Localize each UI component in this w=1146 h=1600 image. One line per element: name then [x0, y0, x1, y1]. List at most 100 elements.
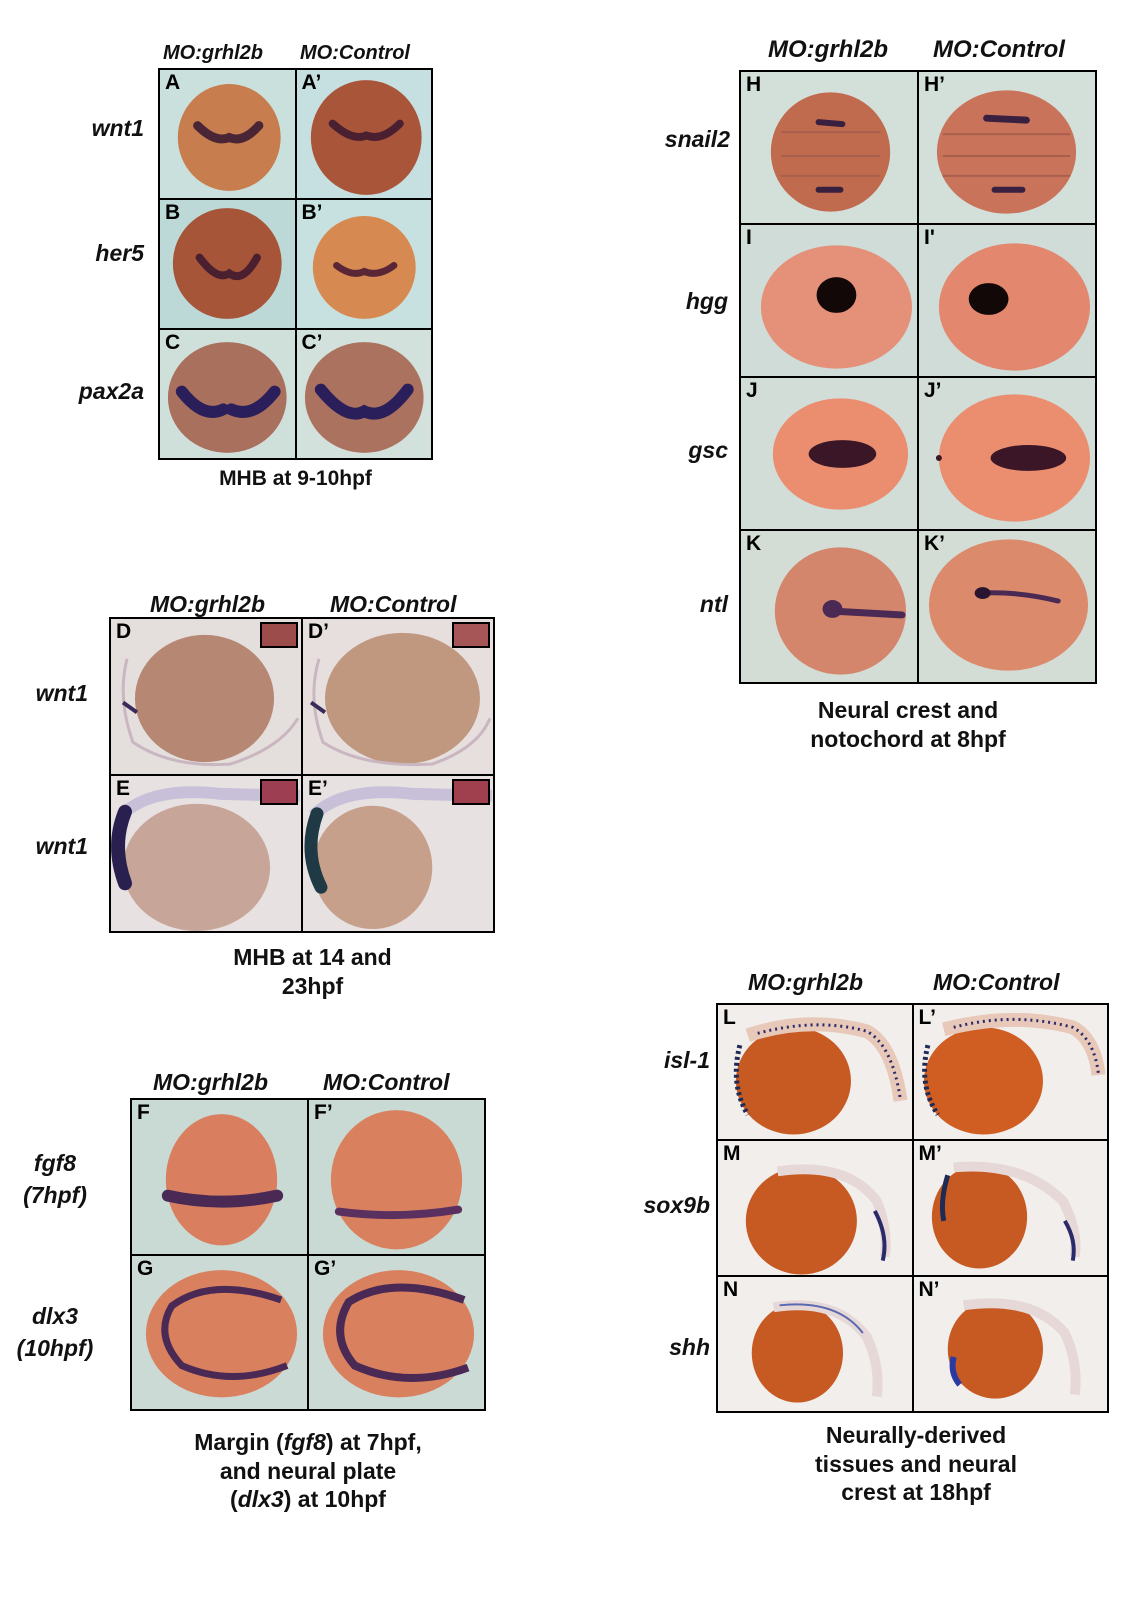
- image-panel-n-prime: N’: [913, 1277, 1107, 1411]
- panel-label-e-prime: E’: [308, 777, 328, 800]
- image-panel-b-prime: B’: [296, 200, 431, 328]
- embryo-image-i: [760, 245, 913, 369]
- header-d-control: MO:Control: [330, 591, 457, 617]
- panel-label-l: L: [723, 1006, 736, 1029]
- image-panel-l: L: [718, 1005, 912, 1139]
- image-panel-a-prime: A’: [296, 70, 431, 198]
- image-panel-g-prime: G’: [309, 1255, 484, 1409]
- panel-label-l-prime: L’: [918, 1006, 937, 1029]
- caption-panel-d: MHB at 14 and 23hpf: [233, 944, 392, 999]
- gene-label-7hpf: (7hpf): [23, 1182, 87, 1208]
- panel-label-d: D: [116, 620, 132, 643]
- panel-label-k: K: [746, 532, 762, 555]
- embryo-image-c-prime: [304, 342, 424, 453]
- caption-f-part2: ) at 7hpf, and neural plate (: [219, 1429, 422, 1513]
- embryo-image-f: [161, 1114, 284, 1246]
- panel-label-g-prime: G’: [314, 1256, 337, 1280]
- embryo-image-f-prime: [330, 1110, 463, 1250]
- embryo-image-n-prime: [947, 1298, 1081, 1399]
- image-panel-j-prime: J’: [919, 378, 1095, 529]
- gene-label-hgg: hgg: [685, 288, 728, 314]
- gene-label-snail2: snail2: [664, 126, 730, 152]
- panel-label-m-prime: M’: [918, 1142, 942, 1165]
- image-panel-l-prime: L’: [913, 1005, 1107, 1139]
- panel-label-h: H: [746, 73, 762, 96]
- gene-label-10hpf: (10hpf): [16, 1335, 94, 1361]
- image-panel-n: N: [718, 1277, 912, 1411]
- caption-panel-h: Neural crest and notochord at 8hpf: [810, 697, 1006, 752]
- panel-label-c: C: [165, 331, 181, 354]
- panel-label-a: A: [165, 71, 181, 94]
- panel-label-f: F: [137, 1101, 150, 1124]
- panel-grid-f: F F’ G G’: [130, 1098, 486, 1411]
- header-h-control: MO:Control: [933, 36, 1065, 63]
- panel-label-h-prime: H’: [924, 73, 945, 96]
- embryo-image-a-prime: [310, 80, 422, 195]
- image-panel-j: J: [741, 378, 917, 529]
- gene-label-wnt1-d: wnt1: [35, 680, 88, 706]
- embryo-image-i-prime: [938, 243, 1091, 371]
- panel-label-f-prime: F’: [314, 1101, 333, 1124]
- inset-e: [260, 779, 298, 805]
- embryo-image-h-prime: [936, 90, 1077, 214]
- panel-label-i-prime: I': [924, 226, 935, 249]
- image-panel-c: C: [160, 330, 295, 458]
- panel-label-a-prime: A’: [301, 71, 322, 94]
- gene-label-wnt1-e: wnt1: [35, 833, 88, 859]
- embryo-image-h: [770, 92, 891, 212]
- panel-label-j: J: [746, 379, 758, 402]
- embryo-image-g-prime: [322, 1269, 475, 1397]
- header-l-grhl2b: MO:grhl2b: [748, 969, 863, 995]
- embryo-image-d: [121, 634, 300, 767]
- header-a-grhl2b: MO:grhl2b: [163, 42, 263, 64]
- inset-e-prime: [452, 779, 490, 805]
- gene-label-wnt1-a: wnt1: [91, 115, 144, 141]
- panel-label-b-prime: B’: [301, 201, 323, 224]
- panel-label-b: B: [165, 201, 181, 224]
- embryo-image-a: [177, 84, 281, 191]
- embryo-image-l-prime: [921, 1012, 1105, 1135]
- panel-label-i: I: [746, 226, 752, 249]
- caption-f-gene-fgf8: fgf8: [283, 1429, 326, 1455]
- image-panel-c-prime: C’: [296, 330, 431, 458]
- image-panel-m-prime: M’: [913, 1141, 1107, 1275]
- embryo-image-l: [733, 1017, 908, 1135]
- header-h-grhl2b: MO:grhl2b: [768, 36, 888, 63]
- embryo-image-e: [111, 786, 301, 931]
- gene-label-isl1: isl-1: [663, 1047, 710, 1073]
- header-d-grhl2b: MO:grhl2b: [150, 591, 265, 617]
- panel-label-n-prime: N’: [918, 1278, 940, 1301]
- image-panel-b: B: [160, 200, 295, 328]
- panel-label-d-prime: D’: [308, 620, 329, 643]
- inset-d-prime: [452, 622, 490, 648]
- caption-panel-l: Neurally-derived tissues and neural cres…: [815, 1422, 1017, 1506]
- gene-label-gsc: gsc: [688, 437, 728, 463]
- panel-grid-h: H H’ I I' J J’ K K’: [739, 70, 1097, 684]
- embryo-image-n: [751, 1300, 883, 1403]
- image-panel-h-prime: H’: [919, 72, 1095, 223]
- panel-label-j-prime: J’: [924, 379, 942, 402]
- header-f-grhl2b: MO:grhl2b: [153, 1069, 268, 1095]
- header-f-control: MO:Control: [323, 1069, 450, 1095]
- image-panel-d: D: [111, 619, 301, 774]
- image-panel-f: F: [132, 1100, 307, 1254]
- gene-label-her5: her5: [95, 240, 144, 266]
- embryo-image-g: [145, 1269, 298, 1397]
- panel-label-k-prime: K’: [924, 532, 945, 555]
- caption-f-gene-dlx3: dlx3: [237, 1486, 284, 1513]
- caption-f-part1: Margin (: [194, 1429, 284, 1455]
- gene-label-shh: shh: [669, 1334, 710, 1360]
- image-panel-k: K: [741, 531, 917, 682]
- panel-label-g: G: [137, 1256, 154, 1280]
- gene-label-fgf8: fgf8: [33, 1150, 77, 1176]
- image-panel-m: M: [718, 1141, 912, 1275]
- image-panel-h: H: [741, 72, 917, 223]
- caption-panel-a: MHB at 9-10hpf: [219, 467, 372, 490]
- inset-d: [260, 622, 298, 648]
- image-panel-e-prime: E’: [303, 776, 493, 931]
- panel-label-c-prime: C’: [301, 331, 323, 354]
- panel-grid-a: A A’ B B’ C C’: [158, 68, 433, 460]
- panel-label-e: E: [116, 777, 131, 800]
- image-panel-k-prime: K’: [919, 531, 1095, 682]
- panel-grid-l: L L’ M M’ N N’: [716, 1003, 1109, 1413]
